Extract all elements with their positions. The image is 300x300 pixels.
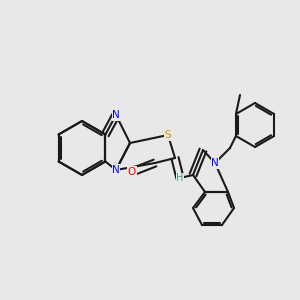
Text: H: H <box>176 173 184 183</box>
Text: S: S <box>165 130 171 140</box>
Text: O: O <box>128 167 136 177</box>
Text: N: N <box>112 165 120 175</box>
Text: N: N <box>112 110 120 120</box>
Text: N: N <box>211 158 219 168</box>
